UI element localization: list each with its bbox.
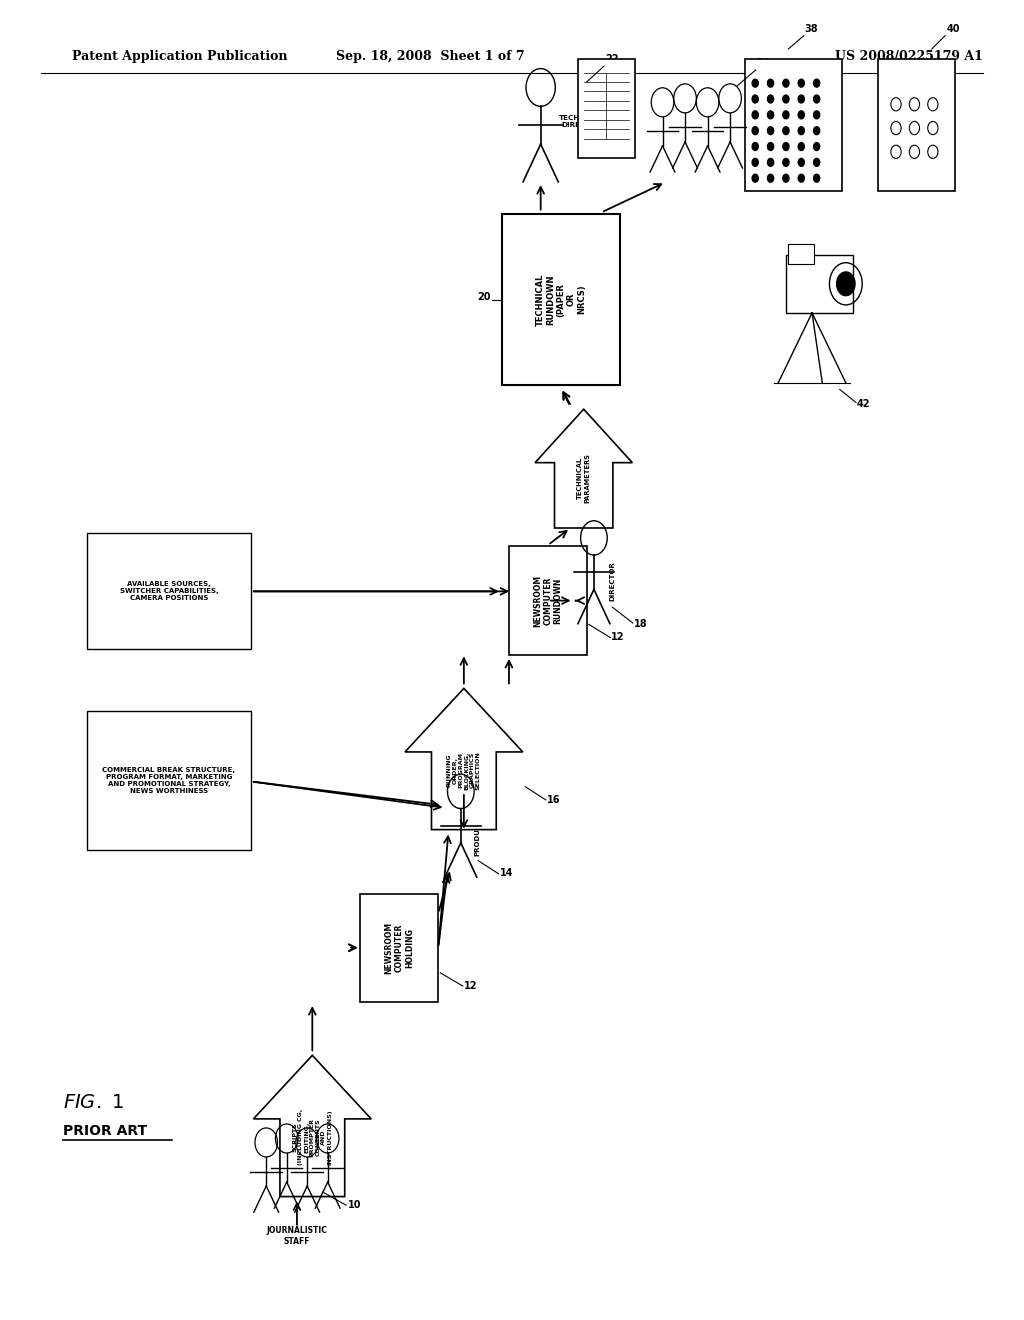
Circle shape [799, 95, 805, 103]
Text: 12: 12 [464, 981, 477, 991]
Circle shape [799, 143, 805, 150]
Circle shape [768, 79, 774, 87]
Text: 24: 24 [757, 58, 770, 69]
FancyBboxPatch shape [745, 59, 842, 191]
Circle shape [768, 158, 774, 166]
FancyBboxPatch shape [87, 533, 251, 649]
FancyBboxPatch shape [87, 711, 251, 850]
Circle shape [783, 111, 790, 119]
Circle shape [814, 127, 820, 135]
Text: Sep. 18, 2008  Sheet 1 of 7: Sep. 18, 2008 Sheet 1 of 7 [336, 50, 524, 63]
Circle shape [752, 158, 758, 166]
FancyBboxPatch shape [578, 59, 635, 158]
Circle shape [799, 174, 805, 182]
Circle shape [837, 272, 855, 296]
Text: TECHNICAL
DIRECTOR: TECHNICAL DIRECTOR [559, 115, 604, 128]
FancyBboxPatch shape [503, 214, 621, 385]
Text: 38: 38 [805, 24, 818, 34]
Circle shape [814, 111, 820, 119]
Text: PRODUCTION
STAFF: PRODUCTION STAFF [745, 178, 800, 191]
Text: US 2008/0225179 A1: US 2008/0225179 A1 [836, 50, 983, 63]
Circle shape [799, 79, 805, 87]
Text: 16: 16 [547, 795, 560, 805]
Text: 12: 12 [611, 632, 625, 643]
Circle shape [783, 127, 790, 135]
Text: JOURNALISTIC
STAFF: JOURNALISTIC STAFF [266, 1226, 328, 1246]
Circle shape [783, 79, 790, 87]
Circle shape [768, 111, 774, 119]
Text: 40: 40 [946, 24, 959, 34]
Text: Patent Application Publication: Patent Application Publication [72, 50, 287, 63]
Circle shape [752, 174, 758, 182]
Circle shape [752, 127, 758, 135]
Text: 22: 22 [605, 54, 618, 65]
Polygon shape [254, 1056, 371, 1196]
Circle shape [814, 143, 820, 150]
Circle shape [783, 158, 790, 166]
Circle shape [783, 174, 790, 182]
Circle shape [814, 79, 820, 87]
Circle shape [799, 127, 805, 135]
Circle shape [783, 95, 790, 103]
Text: 18: 18 [634, 619, 647, 630]
FancyBboxPatch shape [360, 894, 438, 1002]
Text: 20: 20 [477, 292, 490, 302]
FancyBboxPatch shape [879, 59, 954, 191]
Text: DIRECTOR: DIRECTOR [609, 561, 615, 601]
Text: PRIOR ART: PRIOR ART [63, 1125, 147, 1138]
FancyBboxPatch shape [509, 546, 587, 655]
FancyBboxPatch shape [788, 244, 814, 264]
Circle shape [752, 111, 758, 119]
Circle shape [814, 158, 820, 166]
Circle shape [814, 95, 820, 103]
Circle shape [799, 158, 805, 166]
Circle shape [752, 95, 758, 103]
Circle shape [752, 79, 758, 87]
Text: RUNNING
ORDER,
PROGRAM
BLOCKING,
GRAPHICS
SELECTION: RUNNING ORDER, PROGRAM BLOCKING, GRAPHIC… [446, 751, 481, 789]
Text: 14: 14 [500, 869, 513, 879]
Text: 42: 42 [857, 399, 870, 409]
Circle shape [814, 174, 820, 182]
FancyBboxPatch shape [786, 255, 853, 313]
Text: AVAILABLE SOURCES,
SWITCHER CAPABILITIES,
CAMERA POSITIONS: AVAILABLE SOURCES, SWITCHER CAPABILITIES… [120, 581, 218, 602]
Text: NEWSROOM
COMPUTER
RUNDOWN: NEWSROOM COMPUTER RUNDOWN [532, 574, 563, 627]
Circle shape [799, 111, 805, 119]
Text: COMMERCIAL BREAK STRUCTURE,
PROGRAM FORMAT, MARKETING
AND PROMOTIONAL STRATEGY,
: COMMERCIAL BREAK STRUCTURE, PROGRAM FORM… [102, 767, 236, 795]
Circle shape [768, 95, 774, 103]
Circle shape [768, 127, 774, 135]
Text: TECHNICAL
RUNDOWN
(PAPER
OR
NRCS): TECHNICAL RUNDOWN (PAPER OR NRCS) [536, 273, 587, 326]
Text: TECHNICAL
PARAMETERS: TECHNICAL PARAMETERS [578, 453, 590, 503]
Circle shape [783, 143, 790, 150]
Text: NEWSROOM
COMPUTER
HOLDING: NEWSROOM COMPUTER HOLDING [384, 921, 415, 974]
Text: SCRIPTS
(INCLUDING CG,
EDITING,
PROMPTER
CONTENTS
AND
INSTRUCTIONS): SCRIPTS (INCLUDING CG, EDITING, PROMPTER… [293, 1109, 332, 1166]
Text: 10: 10 [348, 1200, 361, 1210]
Text: PRODUCER: PRODUCER [474, 813, 480, 855]
Circle shape [768, 143, 774, 150]
Circle shape [752, 143, 758, 150]
Polygon shape [406, 689, 523, 830]
Polygon shape [535, 409, 632, 528]
Text: $\mathit{FIG.\ 1}$: $\mathit{FIG.\ 1}$ [63, 1093, 125, 1111]
Circle shape [768, 174, 774, 182]
